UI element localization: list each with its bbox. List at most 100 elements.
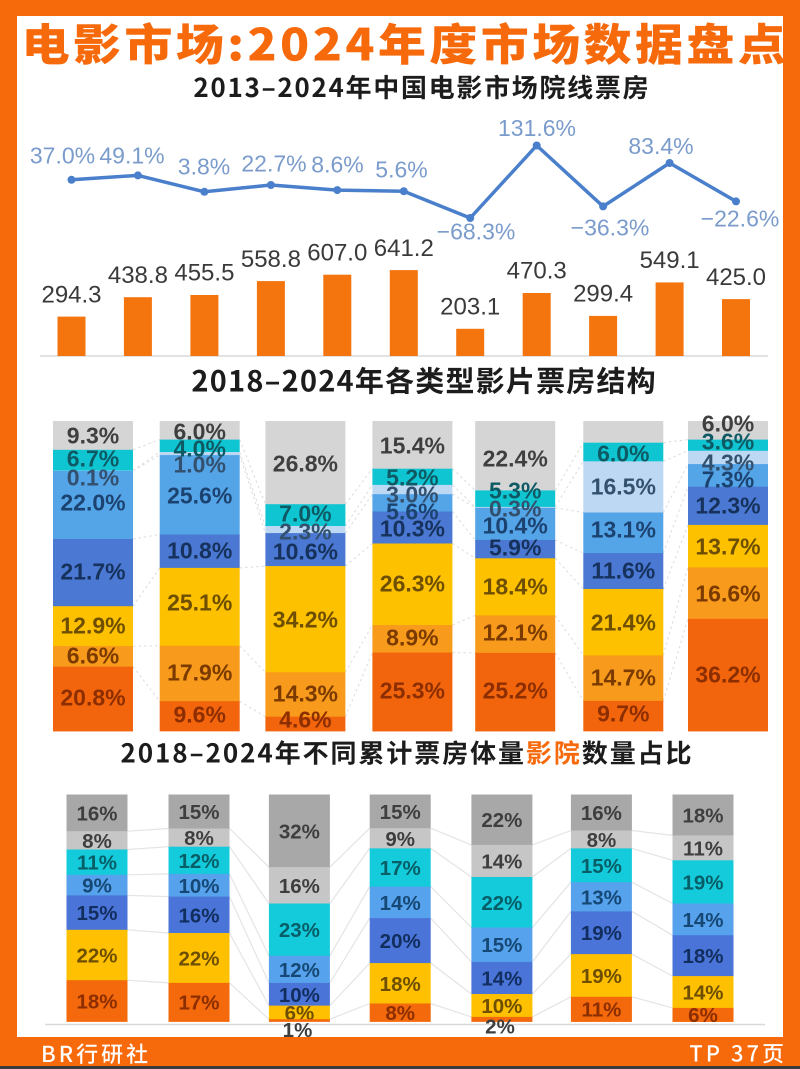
svg-text:12.1%: 12.1% — [483, 620, 548, 646]
svg-text:14.3%: 14.3% — [273, 681, 338, 707]
svg-text:299.4: 299.4 — [573, 281, 633, 308]
svg-text:25.1%: 25.1% — [167, 590, 232, 616]
svg-text:0.3%: 0.3% — [489, 496, 541, 522]
svg-text:22.4%: 22.4% — [483, 446, 548, 472]
svg-text:1.0%: 1.0% — [173, 452, 225, 478]
svg-text:19%: 19% — [581, 922, 622, 945]
svg-text:11%: 11% — [683, 837, 723, 860]
svg-text:16%: 16% — [279, 875, 320, 898]
svg-text:4.6%: 4.6% — [279, 707, 331, 733]
svg-text:10.6%: 10.6% — [273, 539, 338, 565]
svg-text:13.7%: 13.7% — [695, 534, 760, 560]
svg-text:8%: 8% — [385, 1002, 415, 1025]
svg-text:8%: 8% — [82, 830, 112, 853]
svg-text:9%: 9% — [82, 875, 112, 898]
svg-text:37.0%: 37.0% — [30, 142, 95, 168]
svg-text:131.6%: 131.6% — [498, 115, 576, 141]
svg-text:18.4%: 18.4% — [483, 574, 548, 600]
svg-text:22%: 22% — [76, 945, 117, 968]
svg-text:49.1%: 49.1% — [99, 142, 164, 168]
svg-text:26.3%: 26.3% — [380, 571, 445, 597]
svg-text:10%: 10% — [481, 995, 522, 1018]
svg-text:425.0: 425.0 — [706, 264, 766, 291]
svg-text:3.8%: 3.8% — [178, 153, 230, 179]
svg-text:6%: 6% — [688, 1004, 718, 1027]
svg-text:34.2%: 34.2% — [273, 607, 338, 633]
svg-text:−22.6%: −22.6% — [701, 205, 780, 231]
svg-text:16.5%: 16.5% — [591, 474, 656, 500]
svg-text:12%: 12% — [279, 959, 320, 982]
svg-text:4.0%: 4.0% — [173, 436, 225, 462]
svg-text:−36.3%: −36.3% — [571, 214, 650, 240]
svg-text:14%: 14% — [682, 909, 723, 932]
svg-text:0.1%: 0.1% — [67, 465, 119, 491]
svg-text:5.9%: 5.9% — [489, 535, 541, 561]
svg-text:7.3%: 7.3% — [702, 467, 754, 493]
svg-text:2.3%: 2.3% — [279, 519, 331, 545]
svg-text:22%: 22% — [481, 892, 522, 915]
svg-text:641.2: 641.2 — [374, 235, 434, 262]
svg-text:5.2%: 5.2% — [386, 465, 438, 491]
svg-text:6.7%: 6.7% — [67, 446, 119, 472]
svg-text:607.0: 607.0 — [307, 239, 367, 266]
svg-text:10.4%: 10.4% — [483, 513, 548, 539]
svg-text:11%: 11% — [77, 852, 117, 875]
svg-text:14%: 14% — [481, 967, 522, 990]
svg-text:7.0%: 7.0% — [279, 501, 331, 527]
svg-text:16%: 16% — [581, 802, 622, 825]
svg-text:8%: 8% — [587, 829, 617, 852]
svg-text:4.3%: 4.3% — [702, 450, 754, 476]
svg-text:5.3%: 5.3% — [489, 478, 541, 504]
svg-text:8%: 8% — [184, 827, 214, 850]
svg-text:22%: 22% — [481, 809, 522, 832]
svg-text:5.6%: 5.6% — [375, 156, 427, 182]
svg-text:11.6%: 11.6% — [591, 558, 655, 584]
svg-text:19%: 19% — [682, 871, 723, 894]
svg-text:438.8: 438.8 — [108, 262, 168, 289]
svg-text:15.4%: 15.4% — [380, 433, 445, 459]
svg-text:10.3%: 10.3% — [380, 516, 445, 542]
svg-text:32%: 32% — [279, 820, 320, 843]
svg-text:14%: 14% — [682, 982, 723, 1005]
svg-text:15%: 15% — [481, 934, 522, 957]
svg-text:20%: 20% — [380, 930, 421, 953]
svg-text:26.8%: 26.8% — [273, 451, 338, 477]
svg-text:17%: 17% — [380, 857, 421, 880]
svg-text:22.0%: 22.0% — [60, 490, 125, 516]
svg-text:6.0%: 6.0% — [173, 419, 225, 445]
svg-text:2%: 2% — [485, 1016, 515, 1039]
svg-text:13%: 13% — [581, 886, 622, 909]
svg-text:11%: 11% — [581, 999, 621, 1022]
svg-text:17%: 17% — [178, 992, 219, 1015]
svg-text:3.6%: 3.6% — [702, 429, 754, 455]
svg-text:−68.3%: −68.3% — [437, 218, 516, 244]
svg-text:14.7%: 14.7% — [591, 665, 656, 691]
svg-text:12.9%: 12.9% — [60, 613, 125, 639]
svg-text:10.8%: 10.8% — [167, 538, 232, 564]
svg-text:470.3: 470.3 — [507, 258, 567, 285]
svg-text:10%: 10% — [279, 984, 320, 1007]
svg-text:21.4%: 21.4% — [591, 610, 656, 636]
svg-text:9.7%: 9.7% — [597, 701, 649, 727]
svg-text:13.1%: 13.1% — [591, 517, 656, 543]
svg-text:25.2%: 25.2% — [483, 678, 548, 704]
svg-text:23%: 23% — [279, 919, 320, 942]
svg-text:9.3%: 9.3% — [67, 423, 119, 449]
svg-text:8.9%: 8.9% — [386, 625, 438, 651]
svg-text:16%: 16% — [178, 904, 219, 927]
svg-text:15%: 15% — [581, 855, 622, 878]
svg-text:16.6%: 16.6% — [695, 581, 760, 607]
svg-text:12%: 12% — [178, 850, 219, 873]
svg-text:6.0%: 6.0% — [702, 411, 754, 437]
svg-text:1%: 1% — [283, 1019, 313, 1042]
svg-text:20.8%: 20.8% — [60, 685, 125, 711]
svg-text:9%: 9% — [385, 828, 415, 851]
svg-text:16%: 16% — [76, 802, 117, 825]
svg-text:12.3%: 12.3% — [695, 493, 760, 519]
svg-text:83.4%: 83.4% — [628, 133, 693, 159]
svg-text:22.7%: 22.7% — [241, 150, 306, 176]
svg-text:18%: 18% — [76, 990, 117, 1013]
svg-text:18%: 18% — [682, 804, 723, 827]
svg-text:18%: 18% — [682, 945, 723, 968]
svg-text:15%: 15% — [76, 902, 117, 925]
